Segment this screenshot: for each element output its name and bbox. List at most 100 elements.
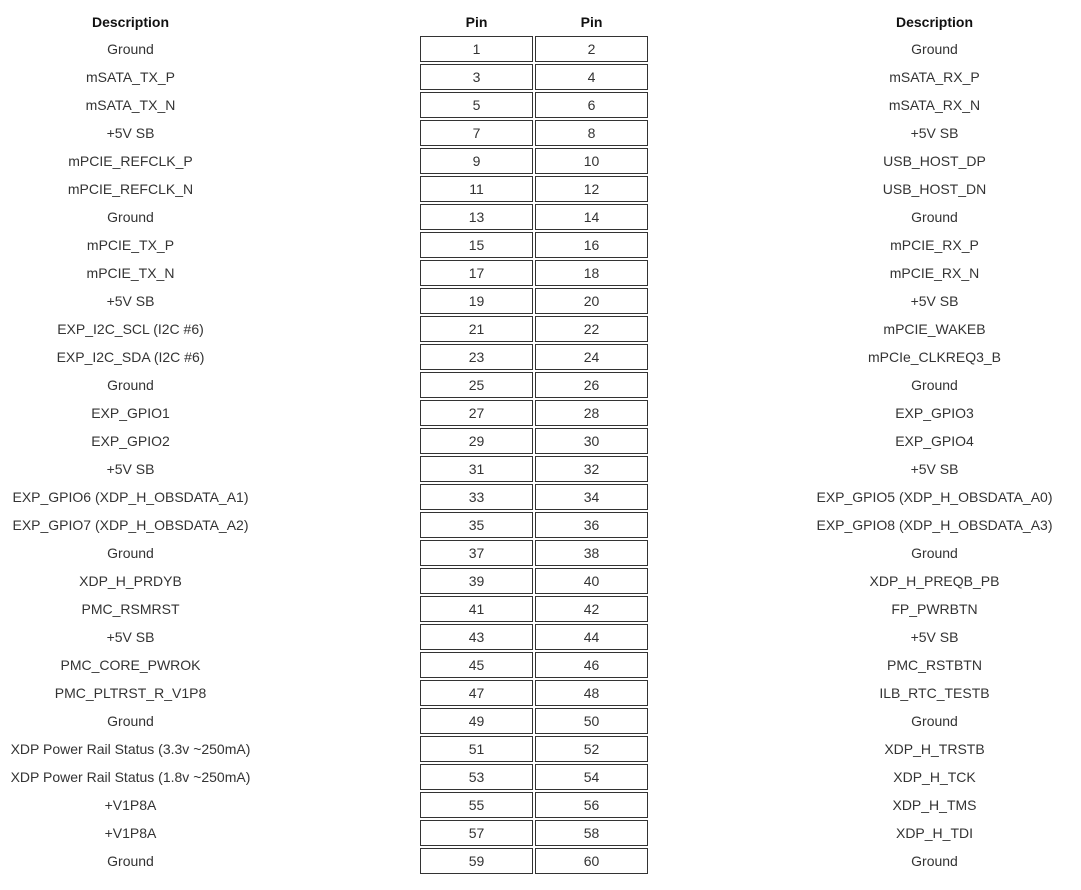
right-description: XDP_H_TDI bbox=[895, 825, 974, 841]
right-pin-number: 48 bbox=[535, 680, 648, 706]
right-description: EXP_GPIO3 bbox=[895, 405, 974, 421]
left-description: EXP_GPIO7 (XDP_H_OBSDATA_A2) bbox=[12, 517, 249, 533]
right-pin-number: 28 bbox=[535, 400, 648, 426]
spacer bbox=[650, 652, 814, 678]
table-row: Ground 37 38 Ground bbox=[2, 540, 1053, 566]
left-description: EXP_GPIO1 bbox=[91, 405, 170, 421]
table-row: EXP_I2C_SDA (I2C #6) 23 24 mPCIe_CLKREQ3_B bbox=[2, 344, 1053, 370]
table-row: EXP_GPIO7 (XDP_H_OBSDATA_A2) 35 36 EXP_GPIO… bbox=[2, 512, 1053, 538]
right-pin-number: 60 bbox=[535, 848, 648, 874]
table-row: XDP Power Rail Status (1.8v ~250mA) 53 54 X… bbox=[2, 764, 1053, 790]
right-pin-number: 22 bbox=[535, 316, 648, 342]
spacer bbox=[650, 204, 814, 230]
right-pin-number: 54 bbox=[535, 764, 648, 790]
spacer bbox=[261, 148, 418, 174]
right-description: USB_HOST_DP bbox=[883, 153, 986, 169]
left-description: XDP_H_PRDYB bbox=[79, 573, 182, 589]
right-pin-number: 4 bbox=[535, 64, 648, 90]
table-row: Ground 59 60 Ground bbox=[2, 848, 1053, 874]
left-description: mSATA_TX_P bbox=[86, 69, 175, 85]
spacer bbox=[650, 820, 814, 846]
table-row: PMC_RSMRST 41 42 FP_PWRBTN bbox=[2, 596, 1053, 622]
spacer bbox=[650, 540, 814, 566]
left-pin-number: 33 bbox=[420, 484, 533, 510]
right-pin-number: 58 bbox=[535, 820, 648, 846]
left-pin-number: 27 bbox=[420, 400, 533, 426]
left-description: +5V SB bbox=[106, 629, 155, 645]
table-row: +V1P8A 55 56 XDP_H_TMS bbox=[2, 792, 1053, 818]
right-description: mPCIe_CLKREQ3_B bbox=[867, 349, 1002, 365]
table-row: mSATA_TX_P 3 4 mSATA_RX_P bbox=[2, 64, 1053, 90]
spacer bbox=[650, 36, 814, 62]
left-pin-number: 39 bbox=[420, 568, 533, 594]
table-row: Ground 1 2 Ground bbox=[2, 36, 1053, 62]
spacer bbox=[261, 204, 418, 230]
left-description: mPCIE_REFCLK_N bbox=[67, 181, 194, 197]
spacer bbox=[261, 848, 418, 874]
spacer bbox=[261, 820, 418, 846]
header-spacer bbox=[261, 10, 418, 34]
spacer bbox=[261, 400, 418, 426]
header-left-description: Description bbox=[91, 14, 169, 30]
table-row: PMC_PLTRST_R_V1P8 47 48 ILB_RTC_TESTB bbox=[2, 680, 1053, 706]
left-description: PMC_CORE_PWROK bbox=[60, 657, 201, 673]
spacer bbox=[650, 708, 814, 734]
left-pin-number: 59 bbox=[420, 848, 533, 874]
right-description: +5V SB bbox=[910, 461, 959, 477]
left-description: PMC_RSMRST bbox=[81, 601, 180, 617]
spacer bbox=[261, 232, 418, 258]
right-pin-number: 32 bbox=[535, 456, 648, 482]
left-pin-number: 57 bbox=[420, 820, 533, 846]
right-pin-number: 20 bbox=[535, 288, 648, 314]
table-row: mPCIE_TX_P 15 16 mPCIE_RX_P bbox=[2, 232, 1053, 258]
spacer bbox=[650, 680, 814, 706]
left-pin-number: 17 bbox=[420, 260, 533, 286]
left-pin-number: 21 bbox=[420, 316, 533, 342]
left-description: Ground bbox=[107, 853, 154, 869]
left-description: EXP_GPIO2 bbox=[91, 433, 170, 449]
right-description: Ground bbox=[911, 209, 958, 225]
table-row: mSATA_TX_N 5 6 mSATA_RX_N bbox=[2, 92, 1053, 118]
left-pin-number: 41 bbox=[420, 596, 533, 622]
right-pin-number: 52 bbox=[535, 736, 648, 762]
right-pin-number: 56 bbox=[535, 792, 648, 818]
spacer bbox=[261, 540, 418, 566]
spacer bbox=[650, 344, 814, 370]
right-description: +5V SB bbox=[910, 293, 959, 309]
left-description: XDP Power Rail Status (1.8v ~250mA) bbox=[10, 769, 251, 785]
right-pin-number: 2 bbox=[535, 36, 648, 62]
left-pin-number: 55 bbox=[420, 792, 533, 818]
right-pin-number: 34 bbox=[535, 484, 648, 510]
left-pin-number: 51 bbox=[420, 736, 533, 762]
left-pin-number: 25 bbox=[420, 372, 533, 398]
spacer bbox=[650, 148, 814, 174]
right-pin-number: 46 bbox=[535, 652, 648, 678]
header-right-description: Description bbox=[895, 14, 973, 30]
left-description: EXP_I2C_SDA (I2C #6) bbox=[56, 349, 205, 365]
right-description: Ground bbox=[911, 853, 958, 869]
right-description: mPCIE_RX_N bbox=[889, 265, 980, 281]
left-description: +V1P8A bbox=[104, 825, 157, 841]
spacer bbox=[261, 316, 418, 342]
spacer bbox=[650, 120, 814, 146]
right-pin-number: 30 bbox=[535, 428, 648, 454]
table-row: +5V SB 31 32 +5V SB bbox=[2, 456, 1053, 482]
spacer bbox=[650, 456, 814, 482]
table-row: EXP_I2C_SCL (I2C #6) 21 22 mPCIE_WAKEB bbox=[2, 316, 1053, 342]
right-description: +5V SB bbox=[910, 125, 959, 141]
spacer bbox=[650, 260, 814, 286]
right-description: mPCIE_WAKEB bbox=[883, 321, 986, 337]
spacer bbox=[261, 736, 418, 762]
right-pin-number: 6 bbox=[535, 92, 648, 118]
right-description: FP_PWRBTN bbox=[891, 601, 978, 617]
right-description: ILB_RTC_TESTB bbox=[879, 685, 990, 701]
left-description: +5V SB bbox=[106, 125, 155, 141]
header-spacer bbox=[650, 10, 814, 34]
table-row: XDP_H_PRDYB 39 40 XDP_H_PREQB_PB bbox=[2, 568, 1053, 594]
right-description: USB_HOST_DN bbox=[882, 181, 987, 197]
spacer bbox=[650, 372, 814, 398]
spacer bbox=[650, 232, 814, 258]
spacer bbox=[261, 792, 418, 818]
table-row: mPCIE_TX_N 17 18 mPCIE_RX_N bbox=[2, 260, 1053, 286]
spacer bbox=[650, 400, 814, 426]
